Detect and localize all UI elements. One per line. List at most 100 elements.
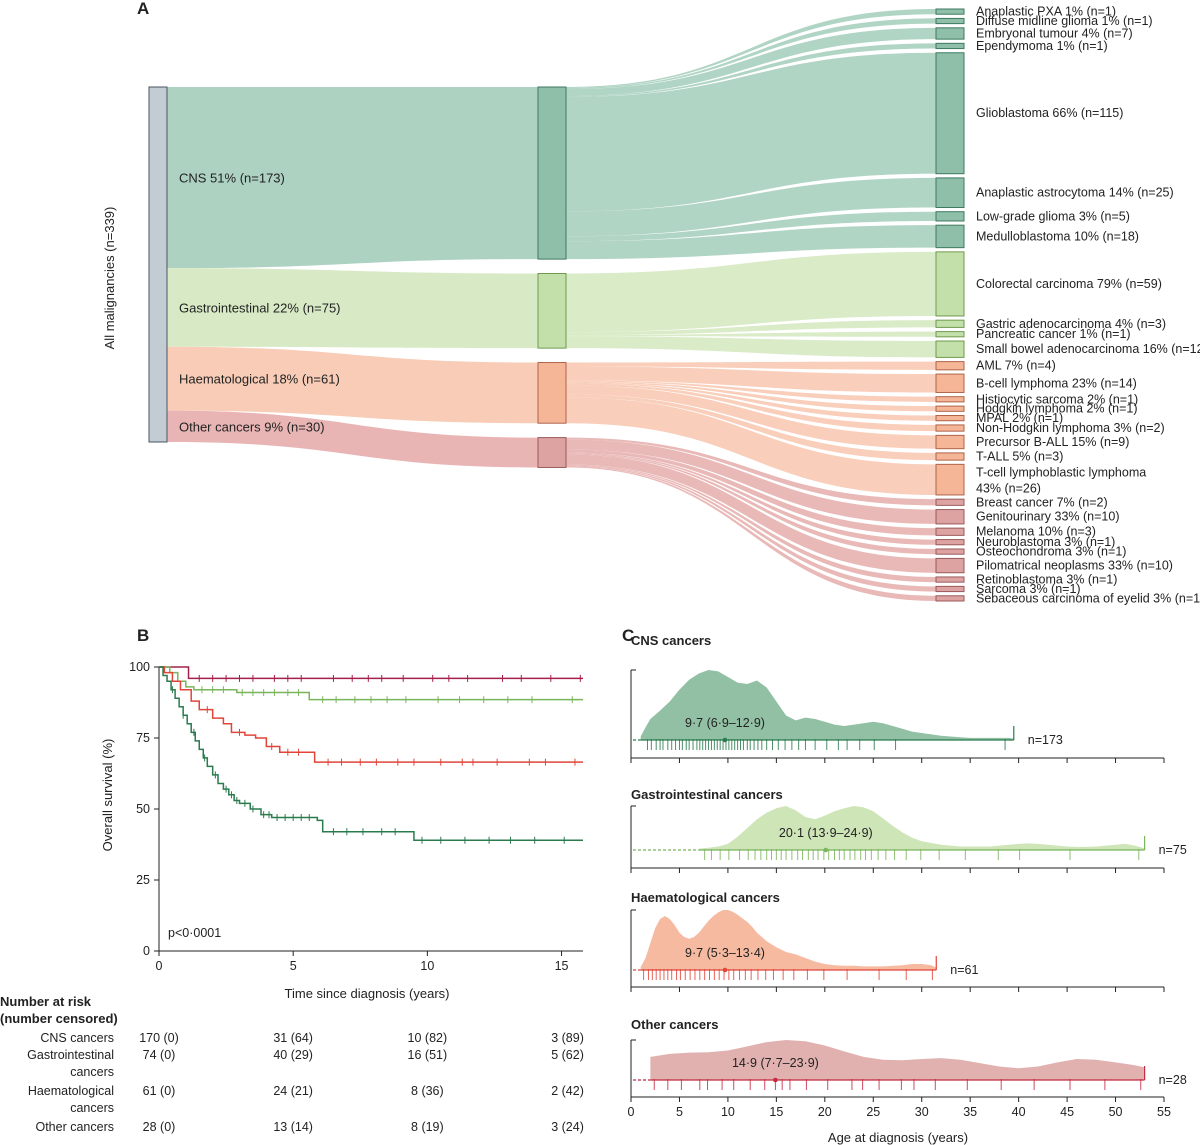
km-x-tick-label: 10	[420, 959, 434, 973]
risk-table-header: Number at risk	[0, 994, 92, 1009]
sankey-leaf-label: Medulloblastoma 10% (n=18)	[976, 229, 1139, 243]
ridge-x-tick-label: 45	[1060, 1105, 1074, 1119]
sankey-leaf-node	[935, 42, 965, 50]
sankey-leaf-node	[935, 52, 965, 175]
sankey-leaf-label: Anaplastic PXA 1% (n=1)	[976, 5, 1116, 19]
km-curve-cns	[159, 666, 583, 841]
sankey-leaf-node	[935, 463, 965, 496]
sankey-leaf-label: 43% (n=26)	[976, 482, 1041, 496]
ridge-median-label: 14·9 (7·7–23·9)	[732, 1056, 819, 1070]
sankey-group-label-cns: CNS 51% (n=173)	[179, 171, 285, 186]
risk-row-label: Gastrointestinal	[27, 1048, 114, 1062]
sankey-labels: CNS 51% (n=173) Anaplastic PXA 1% (n=1)Di…	[179, 5, 1200, 606]
risk-row-label: cancers	[70, 1065, 114, 1079]
sankey-mid-node-other	[537, 437, 567, 468]
sankey-leaf-label: Hodgkin lymphoma 2% (n=1)	[976, 402, 1138, 416]
ridge-title-other: Other cancers	[631, 1017, 718, 1032]
sankey-leaf-label: T-ALL 5% (n=3)	[976, 450, 1063, 464]
sankey-leaf-label: Sebaceous carcinoma of eyelid 3% (n=1)	[976, 591, 1200, 605]
risk-cell: 3 (89)	[551, 1031, 584, 1045]
ridge-median-marker	[722, 737, 728, 743]
ridgeline-plots: CNS cancers 9·7 (6·9–12·9) n=173 Gastrointe…	[628, 633, 1187, 1119]
ridge-density-cns	[640, 670, 1014, 740]
sankey-mid-node-haem	[537, 362, 567, 424]
ridge-x-tick-label: 55	[1157, 1105, 1171, 1119]
sankey-links	[167, 9, 936, 601]
km-curve-gi	[159, 666, 583, 701]
km-y-tick-label: 0	[143, 944, 150, 958]
sankey-leaf-label: Genitourinary 33% (n=10)	[976, 510, 1119, 524]
sankey-leaf-node	[935, 585, 965, 593]
ridge-x-tick-label: 10	[721, 1105, 735, 1119]
sankey-leaf-label: Gastric adenocarcinoma 4% (n=3)	[976, 317, 1166, 331]
km-x-tick-label: 0	[156, 959, 163, 973]
sankey-root-label: All malignancies (n=339)	[102, 207, 117, 350]
km-y-tick-label: 25	[136, 873, 150, 887]
sankey-link-haem-leaf	[566, 382, 936, 421]
sankey-leaf-label: Osteochondroma 3% (n=1)	[976, 545, 1126, 559]
age-distribution-panel: C Age at diagnosis (years) CNS cancers 9·…	[622, 626, 1187, 1145]
risk-cell: 28 (0)	[143, 1120, 176, 1134]
sankey-link-other-leaf	[566, 437, 936, 506]
sankey-leaf-node	[935, 224, 965, 249]
km-x-tick-label: 15	[555, 959, 569, 973]
km-y-tick-label: 100	[129, 660, 150, 674]
sankey-leaf-label: Neuroblastoma 3% (n=1)	[976, 535, 1115, 549]
sankey-leaf-label: Diffuse midline glioma 1% (n=1)	[976, 14, 1153, 28]
ridge-n-label: n=173	[1028, 733, 1063, 747]
risk-cell: 24 (21)	[273, 1084, 313, 1098]
sankey-link-other-leaf	[566, 449, 936, 536]
sankey-link-cns-leaf	[566, 52, 936, 212]
sankey-link-other-leaf	[566, 466, 936, 601]
risk-cell: 13 (14)	[273, 1120, 313, 1134]
sankey-link-gi-leaf	[566, 336, 936, 358]
ridge-x-tick-label: 15	[769, 1105, 783, 1119]
sankey-link-other-leaf	[566, 464, 936, 583]
risk-cell: 16 (51)	[408, 1048, 448, 1062]
ridge-gi: Gastrointestinal cancers 20·1 (13·9–24·9)…	[630, 787, 1187, 873]
risk-cell: 40 (29)	[273, 1048, 313, 1062]
sankey-leaf-node	[935, 8, 965, 15]
sankey-leaf-label: Embryonal tumour 4% (n=7)	[976, 26, 1133, 40]
ridge-density-gi	[698, 806, 1145, 850]
ridge-x-tick-label: 35	[963, 1105, 977, 1119]
sankey-panel: A All malignancies (n=339) CNS 51% (n=17…	[102, 0, 1200, 605]
risk-row-label: Haematological	[28, 1084, 114, 1098]
ridge-median-marker	[722, 967, 728, 973]
sankey-leaf-label: Breast cancer 7% (n=2)	[976, 495, 1108, 509]
sankey-link-other-leaf	[566, 439, 936, 524]
sankey-link-cns-leaf	[566, 177, 936, 237]
km-p-value: p<0·0001	[168, 926, 221, 940]
sankey-group-label-other: Other cancers 9% (n=30)	[179, 419, 325, 434]
sankey-link-cns-leaf	[566, 27, 936, 96]
sankey-link-other	[167, 410, 538, 468]
sankey-leaf-node	[935, 177, 965, 209]
risk-row-label: CNS cancers	[40, 1031, 114, 1045]
sankey-leaf-label: Ependymoma 1% (n=1)	[976, 39, 1108, 53]
sankey-leaf-label: B-cell lymphoma 23% (n=14)	[976, 376, 1137, 390]
sankey-leaf-label: T-cell lymphoblastic lymphoma	[976, 466, 1146, 480]
sankey-link-haem-leaf	[566, 385, 936, 449]
sankey-leaf-node	[935, 509, 965, 525]
sankey-link-haem-leaf	[566, 366, 936, 393]
sankey-leaf-node	[935, 595, 965, 602]
sankey-link-haem-leaf	[566, 361, 936, 370]
ridge-median-label: 9·7 (5·3–13·4)	[685, 946, 765, 960]
sankey-link-cns	[167, 87, 538, 269]
ridge-cns: CNS cancers 9·7 (6·9–12·9) n=173	[630, 633, 1165, 763]
sankey-link-haem	[167, 346, 538, 424]
panel-label-a: A	[137, 0, 149, 18]
risk-cell: 31 (64)	[273, 1031, 313, 1045]
sankey-leaf-label: Precursor B-ALL 15% (n=9)	[976, 435, 1129, 449]
ridge-density-haem	[640, 910, 937, 970]
sankey-link-haem-leaf	[566, 397, 936, 495]
ridge-n-label: n=28	[1159, 1073, 1187, 1087]
sankey-group-label-gi: Gastrointestinal 22% (n=75)	[179, 300, 341, 315]
sankey-leaf-label: Pilomatrical neoplasms 33% (n=10)	[976, 559, 1173, 573]
ridge-n-label: n=61	[950, 963, 978, 977]
ridge-x-tick-label: 40	[1012, 1105, 1026, 1119]
sankey-leaf-label: Low-grade glioma 3% (n=5)	[976, 209, 1130, 223]
ridge-x-tick-label: 5	[676, 1105, 683, 1119]
km-curve-other	[159, 666, 583, 680]
sankey-root-node	[148, 86, 168, 443]
